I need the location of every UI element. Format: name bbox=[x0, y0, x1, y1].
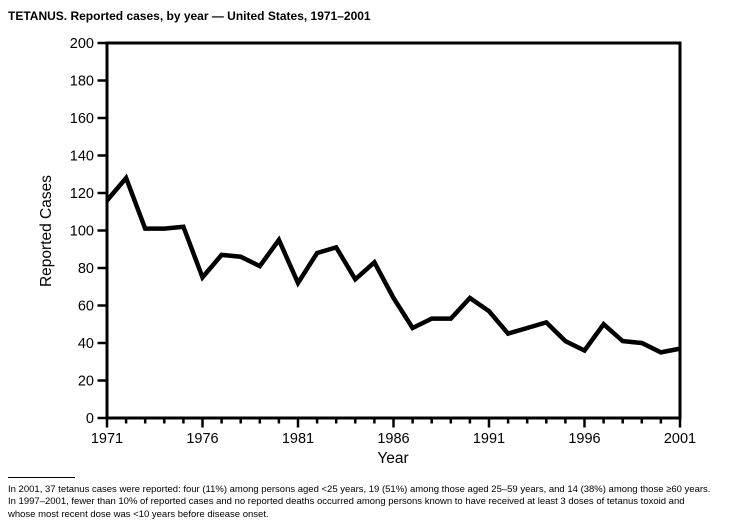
chart-title: TETANUS. Reported cases, by year — Unite… bbox=[8, 9, 371, 23]
y-tick-label: 20 bbox=[78, 374, 94, 390]
y-tick-label: 100 bbox=[70, 224, 94, 240]
y-tick-label: 40 bbox=[78, 336, 94, 352]
y-tick-label: 120 bbox=[70, 186, 94, 202]
footnote-rule bbox=[8, 477, 75, 478]
x-axis-label: Year bbox=[377, 450, 409, 467]
y-tick-label: 200 bbox=[70, 36, 94, 52]
y-tick-label: 60 bbox=[78, 299, 94, 315]
plot-border bbox=[105, 41, 682, 420]
x-tick-label: 1971 bbox=[91, 431, 123, 447]
x-tick-label: 1996 bbox=[568, 431, 600, 447]
y-tick-label: 180 bbox=[70, 74, 94, 90]
x-tick-label: 2001 bbox=[664, 431, 696, 447]
y-tick-label: 140 bbox=[70, 149, 94, 165]
x-tick-label: 1986 bbox=[377, 431, 409, 447]
y-tick-label: 160 bbox=[70, 111, 94, 127]
data-line-reported-cases bbox=[105, 173, 681, 355]
footnote-text-line: In 1997–2001, fewer than 10% of reported… bbox=[8, 496, 685, 508]
x-tick-label: 1981 bbox=[282, 431, 314, 447]
x-tick-label: 1976 bbox=[186, 431, 218, 447]
y-tick-label: 0 bbox=[86, 411, 94, 427]
footnote-text-line: In 2001, 37 tetanus cases were reported:… bbox=[8, 484, 711, 495]
y-axis-label: Reported Cases bbox=[38, 174, 55, 288]
y-tick-label: 80 bbox=[78, 261, 94, 277]
x-tick-label: 1991 bbox=[473, 431, 505, 447]
footnote-text-line: whose most recent dose was <10 years bef… bbox=[8, 508, 269, 520]
footnote: In 2001, 37 tetanus cases were reported:… bbox=[8, 477, 753, 521]
